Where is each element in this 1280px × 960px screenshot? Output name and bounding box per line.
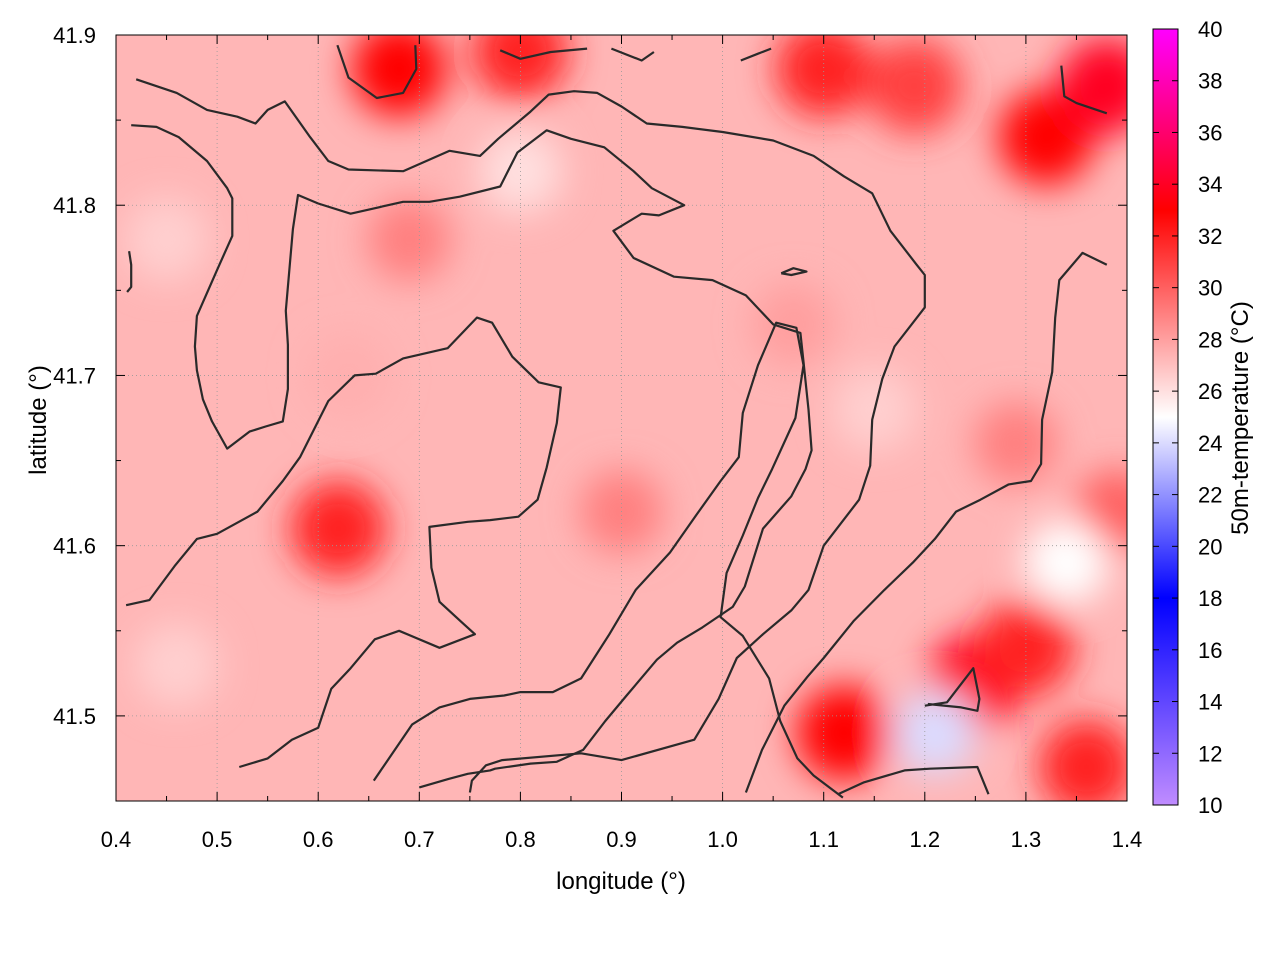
x-tick-label: 0.8 — [505, 827, 536, 852]
heatmap-area — [116, 35, 1127, 801]
colorbar-tick-label: 10 — [1198, 793, 1222, 818]
colorbar-tick-label: 32 — [1198, 224, 1222, 249]
contour-lines — [125, 44, 1108, 799]
contour-line — [837, 765, 990, 796]
heat-spot — [134, 622, 219, 707]
heat-spot — [1058, 38, 1127, 135]
x-tick-label: 0.9 — [606, 827, 637, 852]
x-tick-label: 1.4 — [1112, 827, 1143, 852]
colorbar-tick-label: 40 — [1198, 17, 1222, 42]
contour-line — [372, 321, 844, 799]
x-tick-label: 0.6 — [303, 827, 334, 852]
x-tick-label: 1.0 — [707, 827, 738, 852]
x-tick-label: 0.7 — [404, 827, 435, 852]
heat-spot — [1024, 520, 1109, 605]
heat-spot — [795, 684, 892, 781]
colorbar-tick-label: 16 — [1198, 638, 1222, 663]
colorbar-tick-label: 28 — [1198, 327, 1222, 352]
colorbar-tick-label: 30 — [1198, 276, 1222, 301]
colorbar-tick-label: 14 — [1198, 690, 1222, 715]
gridlines — [116, 35, 1127, 801]
contour-line — [131, 124, 813, 789]
contour-line — [135, 78, 926, 793]
heat-spot — [124, 197, 209, 282]
colorbar-tick-label: 34 — [1198, 172, 1222, 197]
contour-line — [336, 44, 418, 100]
colorbar-tick-label: 12 — [1198, 741, 1222, 766]
x-tick-label: 1.3 — [1011, 827, 1042, 852]
colorbar-tick-label: 18 — [1198, 586, 1222, 611]
contour-line — [924, 667, 981, 712]
contour-line — [610, 47, 655, 62]
y-axis-ticks: 41.5 41.6 41.7 41.8 41.9 — [53, 23, 1127, 729]
heat-spot — [1038, 718, 1127, 801]
contour-line — [126, 251, 133, 293]
colorbar-tick-label: 36 — [1198, 120, 1222, 145]
colorbar-title: 50m-temperature (°C) — [1227, 301, 1254, 535]
x-tick-label: 1.1 — [808, 827, 839, 852]
x-tick-label: 0.5 — [202, 827, 233, 852]
y-axis-title: latitude (°) — [25, 365, 52, 475]
heat-spot — [892, 690, 977, 775]
colorbar-tick-label: 22 — [1198, 483, 1222, 508]
x-axis-title: longitude (°) — [556, 868, 686, 895]
colorbar-tick-label: 24 — [1198, 431, 1222, 456]
contour-line — [740, 47, 772, 62]
colorbar-tick-label: 20 — [1198, 534, 1222, 559]
contour-line — [499, 47, 588, 60]
heat-spot — [973, 401, 1058, 486]
heat-spot — [290, 480, 387, 577]
contour-line — [125, 316, 562, 769]
contour-line — [744, 251, 1108, 793]
y-tick-label: 41.5 — [53, 704, 96, 729]
y-tick-label: 41.6 — [53, 534, 96, 559]
y-tick-label: 41.8 — [53, 193, 96, 218]
y-tick-label: 41.7 — [53, 363, 96, 388]
colorbar-tick-label: 38 — [1198, 69, 1222, 94]
y-tick-label: 41.9 — [53, 23, 96, 48]
x-tick-label: 0.4 — [101, 827, 132, 852]
heat-spot — [367, 197, 452, 282]
heat-spot — [751, 282, 836, 367]
colorbar — [1152, 28, 1179, 806]
x-tick-label: 1.2 — [910, 827, 941, 852]
heat-spot — [775, 35, 872, 118]
colorbar-ticks: 10 12 14 16 18 20 22 24 26 28 30 32 34 36 38 40 — [1153, 17, 1222, 818]
colorbar-tick-label: 26 — [1198, 379, 1222, 404]
contour-line — [780, 267, 808, 277]
heat-spot — [866, 38, 963, 135]
contour-line — [1060, 65, 1108, 115]
x-axis-ticks: 0.4 0.5 0.6 0.7 0.8 0.9 1.0 1.1 1.2 1.3 1.4 — [101, 35, 1143, 852]
